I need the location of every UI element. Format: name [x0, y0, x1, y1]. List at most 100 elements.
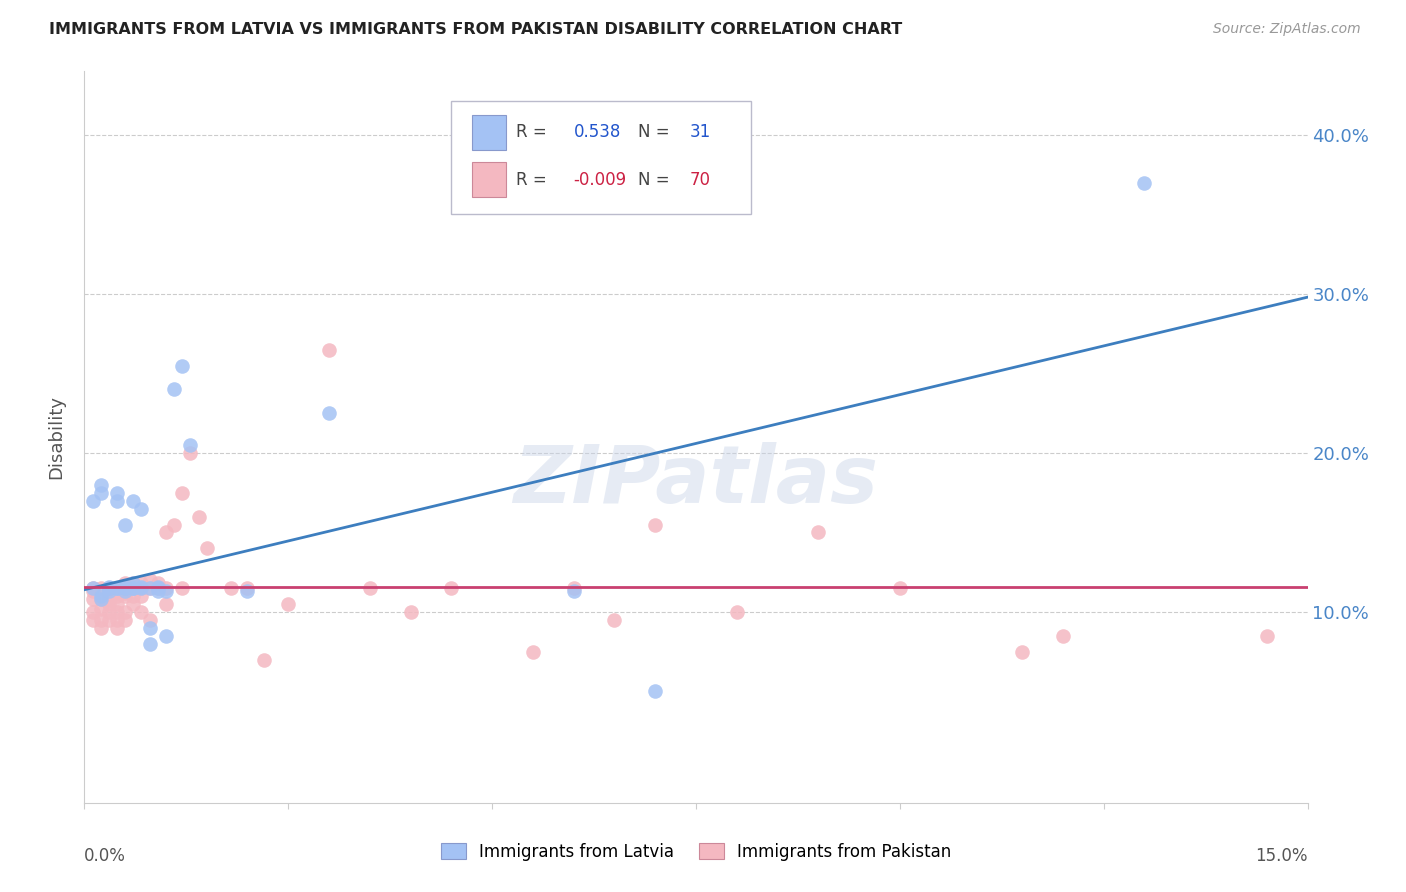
Point	[163, 383, 186, 397]
Point	[122, 597, 145, 611]
Point	[114, 581, 136, 595]
Point	[138, 637, 160, 651]
Point	[318, 343, 340, 357]
Point	[97, 581, 120, 595]
Point	[114, 613, 136, 627]
Point	[131, 580, 153, 594]
Point	[138, 581, 160, 595]
Point	[172, 581, 194, 595]
Text: 0.538: 0.538	[574, 123, 621, 141]
Text: -0.009: -0.009	[574, 170, 627, 188]
Point	[131, 581, 153, 595]
Point	[122, 581, 145, 595]
Text: N =: N =	[638, 170, 671, 188]
Point	[90, 613, 112, 627]
Point	[644, 684, 666, 698]
Point	[105, 621, 128, 635]
Text: 70: 70	[690, 170, 711, 188]
Point	[807, 525, 830, 540]
Point	[122, 576, 145, 591]
Point	[105, 485, 128, 500]
Text: Source: ZipAtlas.com: Source: ZipAtlas.com	[1213, 22, 1361, 37]
Point	[318, 406, 340, 420]
Point	[277, 597, 299, 611]
Point	[146, 576, 169, 591]
Point	[138, 573, 160, 587]
Point	[105, 589, 128, 603]
Point	[114, 581, 136, 595]
Point	[97, 581, 120, 595]
Point	[155, 581, 177, 595]
Point	[155, 584, 177, 599]
Text: N =: N =	[638, 123, 671, 141]
Point	[725, 605, 748, 619]
Text: R =: R =	[516, 170, 547, 188]
Point	[146, 584, 169, 599]
Text: 15.0%: 15.0%	[1256, 847, 1308, 864]
Point	[114, 589, 136, 603]
Point	[889, 581, 911, 595]
Point	[122, 589, 145, 603]
Point	[90, 592, 112, 607]
Point	[114, 584, 136, 599]
Point	[105, 586, 128, 600]
Point	[179, 438, 201, 452]
Point	[131, 581, 153, 595]
Point	[236, 584, 259, 599]
Point	[219, 581, 242, 595]
Point	[1011, 645, 1033, 659]
Point	[131, 576, 153, 591]
Y-axis label: Disability: Disability	[48, 395, 66, 479]
Point	[82, 592, 104, 607]
Point	[172, 359, 194, 373]
Point	[90, 477, 112, 491]
Point	[146, 580, 169, 594]
Point	[82, 581, 104, 595]
FancyBboxPatch shape	[451, 101, 751, 214]
Point	[644, 517, 666, 532]
Point	[562, 584, 585, 599]
Point	[603, 613, 626, 627]
Point	[82, 581, 104, 595]
Point	[114, 517, 136, 532]
Point	[399, 605, 422, 619]
Point	[97, 592, 120, 607]
Point	[440, 581, 463, 595]
Text: IMMIGRANTS FROM LATVIA VS IMMIGRANTS FROM PAKISTAN DISABILITY CORRELATION CHART: IMMIGRANTS FROM LATVIA VS IMMIGRANTS FRO…	[49, 22, 903, 37]
Point	[155, 525, 177, 540]
Point	[97, 597, 120, 611]
Point	[146, 581, 169, 595]
Point	[122, 576, 145, 591]
Bar	[472, 162, 506, 197]
Text: ZIPatlas: ZIPatlas	[513, 442, 879, 520]
Point	[90, 621, 112, 635]
Point	[97, 581, 120, 595]
Point	[114, 605, 136, 619]
Point	[114, 586, 136, 600]
Point	[122, 493, 145, 508]
Point	[131, 501, 153, 516]
Point	[90, 485, 112, 500]
Point	[105, 613, 128, 627]
Point	[105, 605, 128, 619]
Point	[138, 621, 160, 635]
Point	[359, 581, 381, 595]
Point	[82, 493, 104, 508]
Point	[138, 581, 160, 595]
Point	[105, 581, 128, 595]
Point	[131, 605, 153, 619]
Point	[97, 605, 120, 619]
Point	[105, 581, 128, 595]
Point	[90, 589, 112, 603]
Text: 0.0%: 0.0%	[84, 847, 127, 864]
Point	[146, 581, 169, 595]
Point	[97, 580, 120, 594]
Point	[82, 613, 104, 627]
Point	[253, 653, 276, 667]
Point	[82, 605, 104, 619]
Point	[1052, 629, 1074, 643]
Point	[187, 509, 209, 524]
Point	[1256, 629, 1278, 643]
Point	[522, 645, 544, 659]
Point	[562, 581, 585, 595]
